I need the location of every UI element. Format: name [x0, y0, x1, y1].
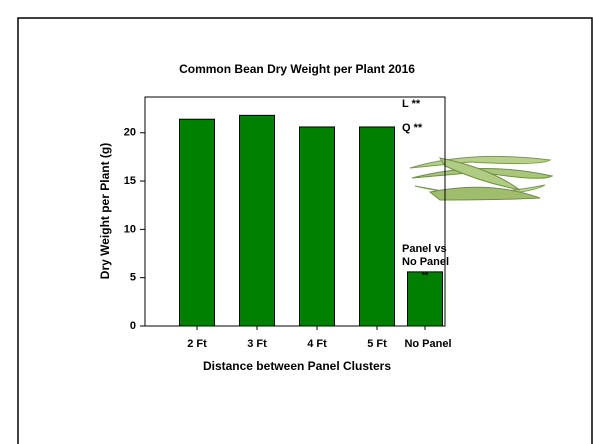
- x-tick-label: 5 Ft: [367, 338, 387, 350]
- annotation: L **: [402, 98, 421, 110]
- y-tick-label: 15: [124, 175, 136, 187]
- x-tick-label: 3 Ft: [247, 338, 267, 350]
- bar: [239, 114, 275, 327]
- slide-border: [17, 17, 593, 444]
- axes: [144, 96, 446, 327]
- y-tick-label: 20: [124, 127, 136, 139]
- bar: [359, 126, 395, 327]
- y-tick-label: 0: [130, 320, 136, 332]
- bar: [407, 271, 443, 327]
- annotation: No Panel: [402, 256, 449, 268]
- x-axis-label: Distance between Panel Clusters: [203, 359, 391, 373]
- bean-picture: [409, 155, 554, 201]
- chart-title: Common Bean Dry Weight per Plant 2016: [179, 62, 415, 76]
- annotation: **: [422, 271, 429, 280]
- bar: [299, 126, 335, 327]
- x-tick-label: 4 Ft: [307, 338, 327, 350]
- y-axis-label: Dry Weight per Plant (g): [98, 143, 112, 279]
- x-tick-label: 2 Ft: [187, 338, 207, 350]
- y-tick-label: 5: [130, 272, 136, 284]
- bar: [179, 118, 215, 327]
- y-tick-label: 10: [124, 223, 136, 235]
- annotation: Q **: [402, 122, 423, 134]
- x-tick-label: No Panel: [404, 338, 451, 350]
- annotation: Panel vs: [402, 243, 447, 255]
